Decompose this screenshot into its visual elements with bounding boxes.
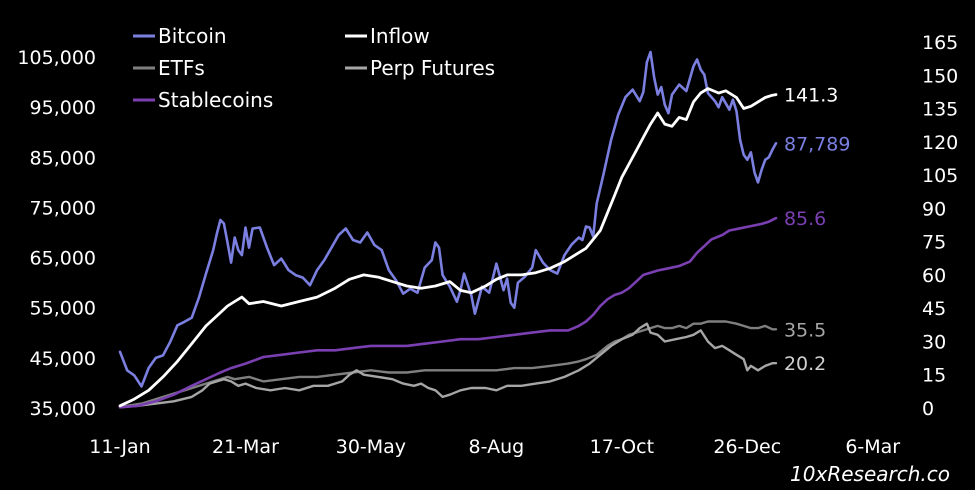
left-axis-tick-label: 45,000 [30,348,96,370]
x-axis-tick-label: 21-Mar [212,436,279,458]
series-lines [118,50,778,409]
left-axis-tick-label: 65,000 [30,248,96,270]
end-label-stablecoins: 85.6 [784,208,826,230]
right-axis-tick-label: 90 [922,198,946,220]
left-axis-tick-label: 105,000 [17,47,96,69]
right-axis-tick-label: 150 [922,65,958,87]
left-axis-tick-label: 35,000 [30,398,96,420]
right-axis-tick-label: 45 [922,298,946,320]
legend-label-bitcoin: Bitcoin [158,24,227,48]
left-axis-tick-label: 55,000 [30,298,96,320]
end-label-bitcoin: 87,789 [784,133,850,155]
end-label-perp-futures: 20.2 [784,353,826,375]
series-end-labels: 87,789 141.3 35.5 20.2 85.6 [784,85,850,376]
legend-label-inflow: Inflow [370,24,430,48]
end-label-etfs: 35.5 [784,319,826,341]
x-axis-tick-label: 8-Aug [469,436,525,458]
right-axis-tick-label: 0 [922,398,934,420]
legend-label-stablecoins: Stablecoins [158,88,273,112]
x-axis-tick-label: 30-May [336,436,406,458]
right-axis-tick-label: 30 [922,331,946,353]
series-line-etfs [118,320,778,409]
x-axis-tick-label: 26-Dec [713,436,781,458]
right-axis-tick-label: 105 [922,165,958,187]
left-axis-tick-label: 95,000 [30,97,96,119]
right-axis-tick-label: 135 [922,99,958,121]
x-axis-ticks: 11-Jan 21-Mar 30-May 8-Aug 17-Oct 26-Dec 6-Mar [89,436,900,458]
right-axis-tick-label: 60 [922,265,946,287]
left-axis-tick-label: 85,000 [30,147,96,169]
series-line-inflow [118,87,778,408]
x-axis-tick-label: 11-Jan [89,436,150,458]
end-label-inflow: 141.3 [784,85,838,107]
series-line-stablecoins [118,216,778,409]
x-axis-tick-label: 6-Mar [845,436,900,458]
series-line-bitcoin [118,50,778,388]
left-axis-ticks: 35,000 45,000 55,000 65,000 75,000 85,000 95,0… [17,47,96,420]
legend: Bitcoin Inflow ETFs Perp Futures Stablecoins [133,24,495,112]
x-axis-tick-label: 17-Oct [590,436,654,458]
left-axis-tick-label: 75,000 [30,197,96,219]
right-axis-tick-label: 75 [922,232,946,254]
right-axis-tick-label: 120 [922,132,958,154]
legend-label-etfs: ETFs [158,56,205,80]
series-line-perp-futures [118,322,778,409]
right-axis-tick-label: 15 [922,365,946,387]
right-axis-tick-label: 165 [922,32,958,54]
watermark-text: 10xResearch.co [790,462,950,486]
right-axis-ticks: 0 15 30 45 60 75 90 105 120 135 150 165 [922,32,958,420]
legend-label-perp-futures: Perp Futures [370,56,495,80]
